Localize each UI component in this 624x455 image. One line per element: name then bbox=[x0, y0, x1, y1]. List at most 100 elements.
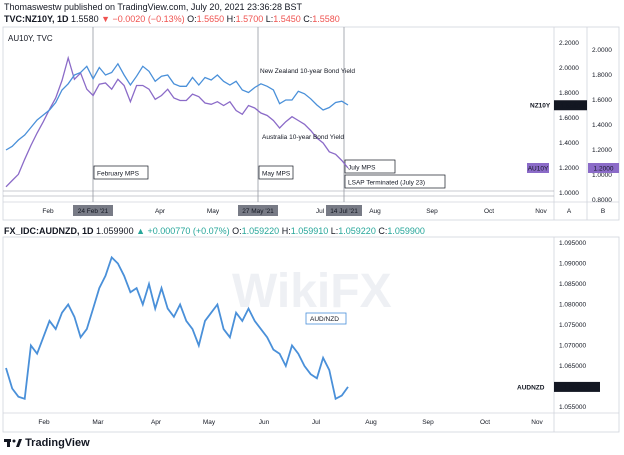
x-tick-label: Nov bbox=[531, 419, 543, 426]
event-date-chip bbox=[238, 205, 278, 216]
y-tick-label: 1.055000 bbox=[559, 404, 586, 411]
y-tick-label-left: 2.2000 bbox=[559, 40, 579, 47]
y-tick-label-left: 1.4000 bbox=[559, 140, 579, 147]
last-value-label: 1.059900 bbox=[563, 384, 590, 391]
event-date-label: 14 Jul '21 bbox=[330, 208, 358, 215]
ohlc-low: 1.5450 bbox=[273, 14, 301, 24]
y-tick-label-right: 1.8000 bbox=[592, 72, 612, 79]
event-label-box bbox=[344, 174, 446, 189]
x-tick-label: Oct bbox=[480, 419, 490, 426]
x-tick-label: Apr bbox=[151, 419, 162, 426]
y-tick-label-left: 1.0000 bbox=[559, 190, 579, 197]
ohlc-low: 1.059220 bbox=[338, 226, 376, 236]
tradingview-brand: TradingView bbox=[4, 437, 90, 449]
x-tick-label: Jul bbox=[312, 419, 321, 426]
x-tick-label: Jul bbox=[316, 208, 325, 215]
event-label: July MPS bbox=[348, 165, 376, 172]
series-annotation-au: Australia 10-year Bond Yield bbox=[262, 134, 344, 141]
overlay-symbol-label: AU10Y, TVC bbox=[8, 34, 53, 43]
x-tick-label: Mar bbox=[92, 419, 104, 426]
ohlc-close: 1.5580 bbox=[312, 14, 340, 24]
ohlc-close: 1.059900 bbox=[387, 226, 425, 236]
y-tick-label-left: 2.0000 bbox=[559, 65, 579, 72]
x-tick-label: Apr bbox=[155, 208, 166, 215]
event-label: May MPS bbox=[262, 171, 291, 178]
ohlc-open: 1.059220 bbox=[241, 226, 280, 236]
y-tick-label: 1.095000 bbox=[559, 240, 586, 247]
nz10y-series-line bbox=[5, 62, 349, 151]
ohlc-open: 1.5650 bbox=[196, 14, 225, 24]
event-date-chip bbox=[326, 205, 362, 216]
last-value-badge bbox=[554, 100, 587, 111]
bottom-panel-frame bbox=[2, 236, 620, 433]
scale-label-b: B bbox=[601, 208, 605, 215]
last-value-label: 1.2000 bbox=[594, 166, 614, 173]
x-tick-label: Sep bbox=[426, 208, 438, 215]
symbol-name: TVC:NZ10Y, 1D bbox=[4, 14, 69, 24]
brand-text: TradingView bbox=[25, 437, 90, 449]
x-tick-label: Nov bbox=[535, 208, 547, 215]
symbol-name: FX_IDC:AUDNZD, 1D bbox=[4, 226, 94, 236]
last-value-badge bbox=[554, 381, 600, 392]
event-label: February MPS bbox=[97, 171, 140, 178]
series-name-badge: AU10Y bbox=[528, 166, 549, 173]
scale-label-a: A bbox=[567, 208, 572, 215]
y-tick-label: 1.085000 bbox=[559, 281, 586, 288]
event-label-box bbox=[93, 165, 149, 180]
last-value-badge bbox=[588, 163, 619, 173]
series-annotation-box bbox=[305, 312, 347, 325]
y-tick-label-right: 1.4000 bbox=[592, 122, 612, 129]
event-label: LSAP Terminated (July 23) bbox=[348, 180, 425, 187]
y-tick-label-right: 2.0000 bbox=[592, 47, 612, 54]
event-label-box bbox=[344, 159, 396, 174]
last-price: 1.5580 bbox=[71, 14, 99, 24]
x-tick-label: May bbox=[207, 208, 220, 215]
y-tick-label-right: 1.0000 bbox=[592, 172, 612, 179]
y-tick-label: 1.090000 bbox=[559, 261, 586, 268]
ohlc-c-label: C: bbox=[303, 14, 313, 24]
x-tick-label: Aug bbox=[369, 208, 381, 215]
event-label-box bbox=[258, 165, 294, 180]
price-change: −0.0020 (−0.13%) bbox=[112, 14, 185, 24]
y-tick-label-left: 1.6000 bbox=[559, 115, 579, 122]
event-date-label: 27 May '21 bbox=[242, 208, 274, 215]
ohlc-h-label: H: bbox=[281, 226, 291, 236]
ohlc-o-label: O: bbox=[187, 14, 197, 24]
x-tick-label: Feb bbox=[42, 208, 54, 215]
up-arrow-icon: ▲ bbox=[136, 226, 146, 236]
symbol-header-nz10y: TVC:NZ10Y, 1D 1.5580 ▼ −0.0020 (−0.13%) … bbox=[4, 14, 340, 24]
series-name-badge: AUDNZD bbox=[517, 384, 545, 391]
ohlc-l-label: L: bbox=[330, 226, 339, 236]
last-price: 1.059900 bbox=[96, 226, 134, 236]
y-tick-label: 1.080000 bbox=[559, 302, 586, 309]
au10y-series-line bbox=[5, 55, 349, 188]
x-tick-label: Aug bbox=[365, 419, 377, 426]
y-tick-label: 1.070000 bbox=[559, 343, 586, 350]
series-name-badge-bg bbox=[527, 163, 549, 173]
symbol-header-audnzd: FX_IDC:AUDNZD, 1D 1.059900 ▲ +0.000770 (… bbox=[4, 226, 425, 236]
x-tick-label: Oct bbox=[484, 208, 494, 215]
series-annotation: AUD/NZD bbox=[310, 316, 339, 323]
y-tick-label-right: 0.8000 bbox=[592, 197, 612, 204]
price-change: +0.000770 (+0.07%) bbox=[147, 226, 230, 236]
x-tick-label: May bbox=[203, 419, 216, 426]
ohlc-l-label: L: bbox=[265, 14, 274, 24]
wikifx-watermark: WikiFX bbox=[232, 265, 392, 318]
y-tick-label-left: 1.8000 bbox=[559, 90, 579, 97]
event-date-label: 24 Feb '21 bbox=[78, 208, 109, 215]
x-tick-label: Sep bbox=[422, 419, 434, 426]
series-name-badge: NZ10Y bbox=[530, 102, 551, 109]
y-tick-label-left: 1.2000 bbox=[559, 165, 579, 172]
top-panel-frame bbox=[2, 26, 620, 221]
series-annotation-nz: New Zealand 10-year Bond Yield bbox=[260, 68, 355, 75]
x-tick-label: Feb bbox=[38, 419, 50, 426]
y-tick-label-right: 1.6000 bbox=[592, 97, 612, 104]
tradingview-logo-icon bbox=[4, 439, 22, 448]
ohlc-o-label: O: bbox=[232, 226, 242, 236]
y-tick-label: 1.075000 bbox=[559, 322, 586, 329]
ohlc-high: 1.5700 bbox=[235, 14, 264, 24]
ohlc-high: 1.059910 bbox=[290, 226, 329, 236]
ohlc-h-label: H: bbox=[226, 14, 236, 24]
x-tick-label: Jun bbox=[259, 419, 270, 426]
